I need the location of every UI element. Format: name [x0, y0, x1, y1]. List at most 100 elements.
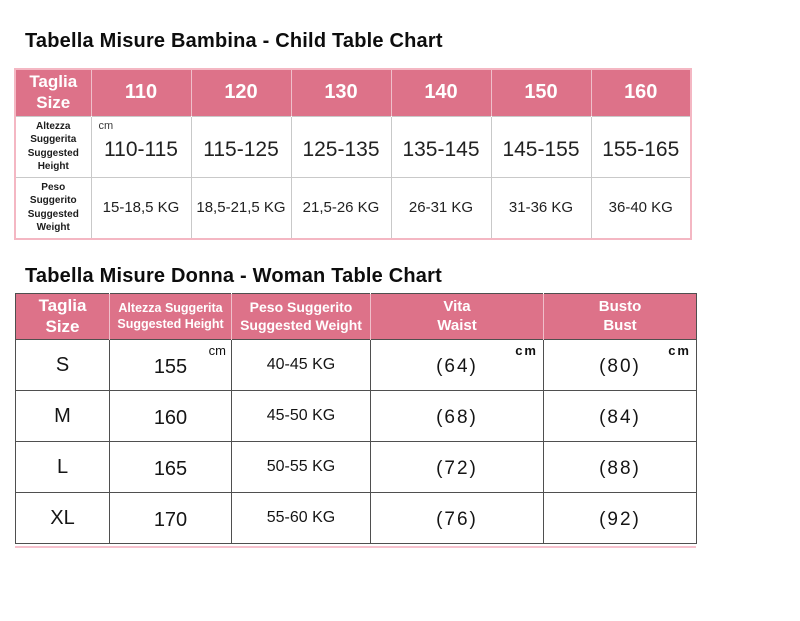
size-value: L — [15, 441, 110, 493]
header-line2: Waist — [437, 316, 477, 334]
header-line2: Size — [45, 316, 80, 336]
header-line2: Suggested Weight — [240, 316, 362, 333]
height-value: 155-165 — [602, 138, 680, 161]
weight-value: 31-36 KG — [508, 199, 574, 216]
height-value-cell: 115-125 — [190, 115, 292, 178]
waist-value: (76) — [436, 508, 478, 530]
waist-value-cell: (68) — [370, 390, 544, 442]
size-header-cell: 160 — [590, 69, 691, 116]
woman-header-row: Taglia Size Altezza Suggerita Suggested … — [15, 293, 697, 340]
header-line1: Busto — [598, 298, 642, 316]
woman-size-table: Taglia Size Altezza Suggerita Suggested … — [15, 293, 697, 544]
weight-value: 15-18,5 KG — [102, 199, 180, 216]
weight-value-cell: 15-18,5 KG — [90, 176, 192, 239]
bust-value: (80) — [599, 355, 641, 377]
height-value-cell: 135-145 — [390, 115, 492, 178]
height-value-cell: cm 110-115 — [90, 115, 192, 178]
weight-value-cell: 21,5-26 KG — [290, 176, 392, 239]
cm-unit-label: cm — [515, 343, 538, 358]
corner-header-line1: Taglia — [29, 72, 78, 92]
woman-row-s: S cm 155 40-45 KG cm (64) cm (80) — [15, 339, 697, 391]
header-line1: Altezza Suggerita — [118, 301, 223, 316]
size-header-cell: 140 — [390, 69, 491, 116]
weight-value: 55-60 KG — [266, 509, 336, 526]
corner-header-line2: Size — [36, 92, 71, 112]
child-height-row: Altezza Suggerita Suggested Height cm 11… — [14, 115, 692, 178]
waist-value-cell: cm (64) — [370, 339, 544, 391]
height-value-cell: 125-135 — [290, 115, 392, 178]
size-header-cell: 120 — [190, 69, 291, 116]
size-header-cell: 130 — [290, 69, 391, 116]
woman-row-xl: XL 170 55-60 KG (76) (92) — [15, 492, 697, 544]
bust-value-cell: (84) — [543, 390, 697, 442]
weight-value-cell: 40-45 KG — [231, 339, 371, 391]
size-value: M — [15, 390, 110, 442]
bust-value: (88) — [599, 457, 641, 479]
weight-value-cell: 55-60 KG — [231, 492, 371, 544]
weight-value: 36-40 KG — [608, 199, 673, 216]
woman-height-header: Altezza Suggerita Suggested Height — [109, 293, 232, 340]
bust-value: (84) — [599, 406, 641, 428]
weight-value-cell: 36-40 KG — [590, 176, 692, 239]
weight-value: 21,5-26 KG — [302, 199, 380, 216]
height-value: 115-125 — [203, 138, 279, 161]
height-value-cell: 165 — [109, 441, 232, 493]
table-bottom-accent-line — [15, 546, 696, 548]
woman-size-header: Taglia Size — [15, 293, 110, 340]
height-value: 170 — [153, 509, 188, 531]
waist-value: (68) — [436, 406, 478, 428]
child-table-title: Tabella Misure Bambina - Child Table Cha… — [25, 30, 443, 52]
cm-unit-label: cm — [668, 343, 691, 358]
height-value-cell: cm 155 — [109, 339, 232, 391]
bust-value: (92) — [599, 508, 641, 530]
height-value-cell: 160 — [109, 390, 232, 442]
size-value: S — [15, 339, 110, 391]
woman-weight-header: Peso Suggerito Suggested Weight — [231, 293, 371, 340]
height-value: 155 — [153, 356, 188, 378]
child-size-table: Taglia Size 110 120 130 140 150 160 Alte… — [14, 68, 692, 240]
cm-unit-label: cm — [208, 343, 226, 358]
height-value: 110-115 — [104, 138, 178, 161]
waist-value-cell: (76) — [370, 492, 544, 544]
height-value: 145-155 — [502, 138, 580, 161]
child-corner-header: Taglia Size — [15, 69, 91, 116]
weight-value: 40-45 KG — [266, 356, 336, 373]
waist-value: (64) — [436, 355, 478, 377]
header-line2: Suggested Height — [117, 316, 224, 331]
woman-waist-header: Vita Waist — [370, 293, 544, 340]
height-value: 160 — [153, 407, 188, 429]
weight-value: 50-55 KG — [266, 458, 336, 475]
size-header-cell: 150 — [490, 69, 591, 116]
weight-value: 45-50 KG — [266, 407, 336, 424]
woman-bust-header: Busto Bust — [543, 293, 697, 340]
child-header-row: Taglia Size 110 120 130 140 150 160 — [15, 69, 691, 116]
weight-value-cell: 45-50 KG — [231, 390, 371, 442]
waist-value-cell: (72) — [370, 441, 544, 493]
size-value: XL — [15, 492, 110, 544]
height-value-cell: 170 — [109, 492, 232, 544]
waist-value: (72) — [436, 457, 478, 479]
bust-value-cell: cm (80) — [543, 339, 697, 391]
weight-value-cell: 31-36 KG — [490, 176, 592, 239]
child-weight-row: Peso Suggerito Suggested Weight 15-18,5 … — [14, 176, 692, 239]
height-row-label: Altezza Suggerita Suggested Height — [14, 115, 92, 178]
header-line1: Peso Suggerito — [249, 299, 353, 316]
weight-value-cell: 18,5-21,5 KG — [190, 176, 292, 239]
height-value-cell: 155-165 — [590, 115, 692, 178]
weight-value-cell: 50-55 KG — [231, 441, 371, 493]
weight-value-cell: 26-31 KG — [390, 176, 492, 239]
header-line1: Taglia — [38, 295, 87, 315]
height-value-cell: 145-155 — [490, 115, 592, 178]
size-header-cell: 110 — [90, 69, 191, 116]
header-line2: Bust — [603, 316, 637, 334]
bust-value-cell: (88) — [543, 441, 697, 493]
weight-value: 26-31 KG — [408, 199, 474, 216]
weight-row-label: Peso Suggerito Suggested Weight — [14, 176, 92, 239]
cm-unit-label: cm — [98, 119, 114, 132]
weight-value: 18,5-21,5 KG — [196, 199, 286, 216]
height-value: 135-145 — [402, 138, 480, 161]
height-value: 125-135 — [302, 138, 380, 161]
woman-row-l: L 165 50-55 KG (72) (88) — [15, 441, 697, 493]
header-line1: Vita — [443, 298, 471, 316]
